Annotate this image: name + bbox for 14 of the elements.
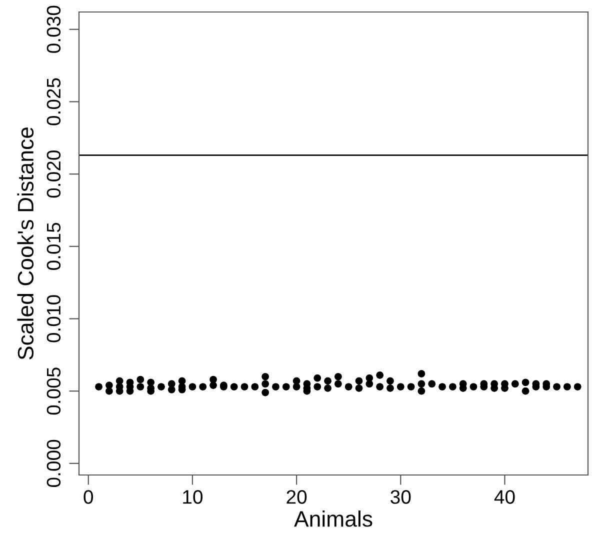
x-tick-label: 0 [84, 490, 94, 504]
y-tick-label: 0.005 [46, 368, 61, 415]
x-tick-label: 30 [390, 490, 411, 504]
x-tick-label: 40 [494, 490, 515, 504]
y-tick-label: 0.030 [46, 6, 61, 53]
x-axis-title: Animals [294, 510, 372, 527]
y-tick-label: 0.010 [46, 295, 61, 342]
y-axis-title: Scaled Cook's Distance [17, 127, 34, 360]
y-tick-label: 0.015 [46, 222, 61, 270]
y-tick-label: 0.020 [46, 150, 61, 198]
y-tick-label: 0.000 [46, 440, 61, 487]
y-tick-label: 0.025 [46, 78, 61, 126]
x-tick-label: 20 [286, 490, 307, 504]
x-tick-label: 10 [183, 490, 203, 504]
